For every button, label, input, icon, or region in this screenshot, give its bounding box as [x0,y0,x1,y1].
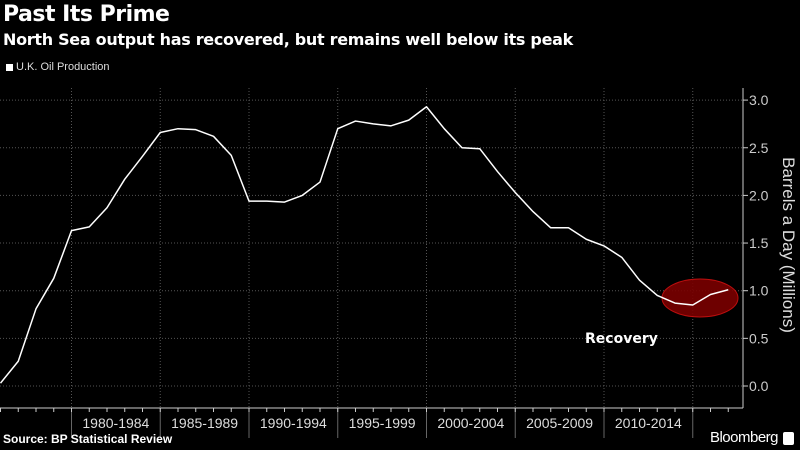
series-line-uk-oil-production [0,106,729,384]
recovery-highlight-ellipse [661,278,739,318]
brand-logo-text: Bloomberg [709,429,779,446]
y-axis-title: Barrels a Day (Millions) [779,157,798,333]
x-tick-label: 1990-1994 [260,415,327,431]
y-tick-label: 2.0 [749,187,769,203]
y-tick-label: 0.5 [749,330,769,346]
x-tick-label: 2000-2004 [437,415,504,431]
x-tick-label: 2010-2014 [615,415,682,431]
source-note: Source: BP Statistical Review [3,432,173,446]
legend-label: U.K. Oil Production [16,61,110,73]
legend: U.K. Oil Production [6,61,110,73]
x-tick-label: 1980-1984 [82,415,149,431]
x-tick-label: 2005-2009 [526,415,593,431]
y-tick-label: 0.0 [749,378,769,394]
x-tick-label: 1995-1999 [349,415,416,431]
chart-subtitle: North Sea output has recovered, but rema… [3,30,573,49]
chart-title: Past Its Prime [3,2,170,27]
y-tick-label: 2.5 [749,140,769,156]
x-tick-label: 1985-1989 [171,415,238,431]
y-tick-label: 3.0 [749,92,769,108]
y-tick-label: 1.5 [749,235,769,251]
annotation-recovery: Recovery [585,331,658,347]
legend-swatch [6,63,13,71]
bloomberg-icon [783,432,794,445]
y-tick-label: 1.0 [749,283,769,299]
